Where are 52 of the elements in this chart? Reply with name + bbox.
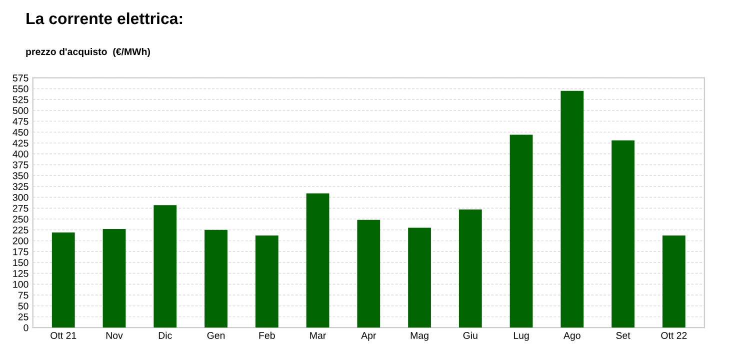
- bar: [357, 220, 380, 328]
- y-tick-label: 150: [13, 259, 28, 266]
- bar: [102, 229, 126, 328]
- y-tick-label: 225: [12, 226, 28, 234]
- x-tick-label: Giu: [463, 332, 478, 339]
- x-tick-label: Ott 21: [50, 332, 76, 339]
- x-tick-label: Ago: [564, 332, 580, 341]
- y-tick-label: 450: [12, 128, 28, 136]
- bar: [510, 134, 533, 328]
- x-tick-label: Ott 22: [661, 332, 687, 339]
- bar: [458, 209, 482, 328]
- y-tick-label: 200: [12, 237, 28, 244]
- x-tick-label: Gen: [207, 332, 225, 339]
- x-tick-label: Set: [616, 332, 630, 339]
- y-tick-label: 500: [12, 107, 28, 114]
- x-tick-label: Apr: [361, 332, 376, 341]
- y-tick-label: 575: [12, 74, 28, 82]
- bar: [204, 230, 228, 328]
- x-tick-label: Mar: [310, 332, 326, 339]
- bar: [255, 236, 278, 328]
- bar: [408, 228, 431, 328]
- y-tick-label: 250: [12, 216, 28, 223]
- bar: [154, 205, 177, 328]
- y-tick-label: 550: [12, 85, 28, 92]
- bar: [662, 236, 686, 328]
- x-tick-label: Dic: [158, 332, 172, 339]
- x-tick-label: Feb: [259, 332, 275, 339]
- chart-subtitle: prezzo d'acquisto (€/MWh): [26, 48, 150, 58]
- y-tick-label: 375: [12, 161, 28, 168]
- y-tick-label: 350: [12, 172, 28, 180]
- x-tick-label: Mag: [410, 332, 428, 341]
- bar: [560, 90, 584, 328]
- y-tick-label: 300: [12, 194, 28, 201]
- y-tick-label: 125: [13, 270, 28, 277]
- y-tick-label: 400: [12, 150, 28, 158]
- y-tick-label: 325: [12, 183, 28, 190]
- y-tick-label: 275: [12, 204, 28, 212]
- bar: [612, 140, 634, 328]
- bar: [52, 232, 75, 328]
- y-tick-label: 50: [18, 302, 28, 310]
- y-tick-label: 425: [12, 140, 28, 147]
- y-tick-label: 25: [18, 313, 28, 320]
- bar: [306, 193, 330, 328]
- x-tick-label: Lug: [514, 332, 529, 341]
- y-tick-label: 525: [12, 96, 28, 104]
- x-tick-label: Nov: [106, 332, 123, 339]
- y-tick-label: 75: [18, 292, 28, 299]
- y-tick-label: 475: [12, 118, 28, 125]
- chart-title: La corrente elettrica:: [26, 12, 182, 24]
- y-tick-label: 0: [24, 324, 28, 332]
- y-tick-label: 100: [13, 280, 28, 288]
- y-tick-label: 175: [13, 248, 28, 256]
